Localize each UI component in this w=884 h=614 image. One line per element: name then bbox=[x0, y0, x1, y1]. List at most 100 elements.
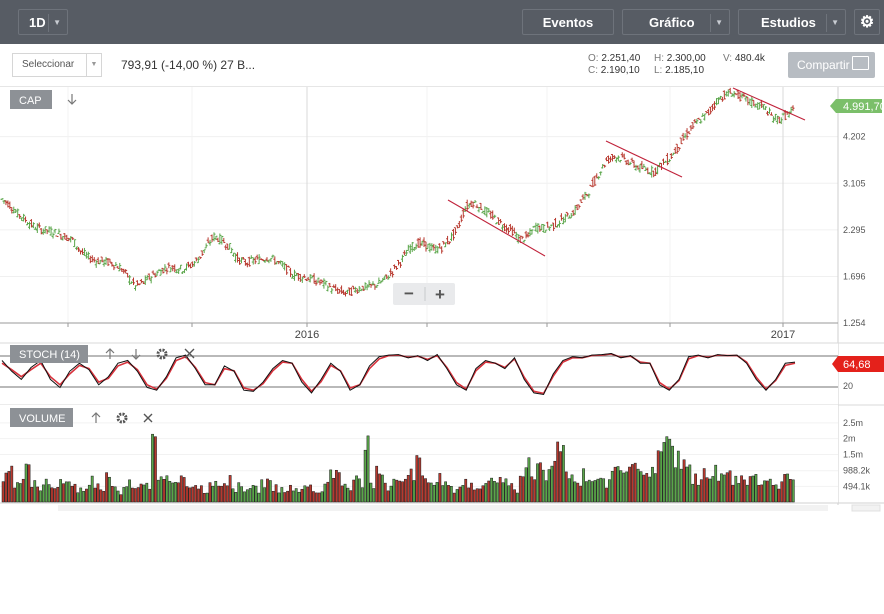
volume-bar bbox=[240, 486, 243, 503]
volume-panel-label: VOLUME bbox=[19, 413, 65, 425]
trendline[interactable] bbox=[605, 140, 683, 178]
volume-bar bbox=[343, 483, 347, 503]
volume-bar bbox=[665, 436, 669, 503]
scroll-handle[interactable] bbox=[851, 504, 881, 512]
volume-bar bbox=[119, 494, 123, 503]
close-icon[interactable] bbox=[143, 413, 153, 423]
volume-bar bbox=[142, 484, 146, 503]
volume-bar bbox=[297, 491, 301, 503]
volume-bar bbox=[521, 476, 525, 503]
volume-bar bbox=[197, 488, 200, 503]
period-dropdown[interactable]: 1D ▼ bbox=[18, 9, 68, 35]
volume-bar bbox=[340, 485, 344, 503]
volume-bar bbox=[593, 480, 597, 503]
arrow-up-icon[interactable] bbox=[91, 412, 101, 423]
volume-bar bbox=[429, 482, 433, 503]
time-axis-ticks: 2016 2017 bbox=[67, 323, 795, 341]
ohlc-open: O: 2.251,40 bbox=[588, 53, 641, 64]
volume-bar bbox=[725, 472, 729, 503]
volume-bar bbox=[530, 476, 534, 503]
volume-bar bbox=[705, 477, 709, 503]
volume-bar bbox=[59, 479, 62, 503]
volume-bar bbox=[562, 445, 565, 503]
gear-icon[interactable] bbox=[116, 412, 128, 424]
volume-bar bbox=[372, 488, 376, 503]
volume-bar bbox=[576, 482, 580, 503]
volume-bar bbox=[133, 488, 137, 503]
volume-bar bbox=[682, 459, 686, 503]
settings-button[interactable]: ⚙ bbox=[854, 9, 880, 35]
volume-bar bbox=[27, 464, 31, 503]
volume-tick-label: 2.5m bbox=[843, 418, 863, 428]
volume-bar bbox=[455, 489, 459, 503]
volume-bar bbox=[780, 481, 784, 503]
volume-bar bbox=[760, 484, 764, 503]
volume-bar bbox=[478, 488, 482, 503]
volume-series bbox=[1, 433, 795, 503]
volume-bar bbox=[564, 471, 568, 503]
volume-bar bbox=[131, 487, 134, 503]
volume-bar bbox=[573, 481, 577, 503]
ohlc-close: C: 2.190,10 bbox=[588, 65, 640, 76]
volume-bar bbox=[363, 449, 367, 503]
volume-bar bbox=[33, 480, 37, 503]
volume-bar bbox=[337, 472, 341, 503]
volume-bar bbox=[714, 464, 718, 503]
dropdown-separator bbox=[48, 14, 49, 32]
arrow-down-icon[interactable] bbox=[67, 94, 77, 105]
price-tick-label: 2.295 bbox=[843, 225, 866, 235]
studies-label: Estudios bbox=[761, 15, 816, 30]
volume-bar bbox=[766, 480, 769, 503]
volume-bar bbox=[90, 475, 94, 503]
volume-bar bbox=[582, 468, 585, 503]
volume-bar bbox=[642, 474, 646, 503]
close-icon[interactable] bbox=[184, 348, 195, 359]
volume-bar bbox=[533, 479, 537, 503]
volume-bar bbox=[441, 485, 445, 503]
volume-axis-ticks: 2.5m 2m 1.5m 988.2k 494.1k bbox=[843, 418, 871, 492]
volume-bar bbox=[791, 479, 795, 503]
volume-bar bbox=[312, 491, 315, 503]
volume-bar bbox=[214, 480, 218, 503]
volume-bar bbox=[291, 490, 295, 503]
volume-bar bbox=[415, 455, 419, 503]
volume-bar bbox=[335, 469, 338, 503]
share-button[interactable]: Compartir bbox=[788, 52, 875, 78]
volume-bar bbox=[708, 478, 712, 503]
studies-dropdown[interactable]: Estudios ▼ bbox=[738, 9, 846, 35]
volume-bar bbox=[539, 462, 542, 503]
arrow-down-icon[interactable] bbox=[131, 349, 141, 360]
volume-bar bbox=[389, 485, 393, 503]
gear-icon[interactable] bbox=[156, 348, 168, 360]
zoom-out-button[interactable]: − bbox=[404, 284, 414, 303]
events-button[interactable]: Eventos bbox=[522, 9, 614, 35]
volume-bar bbox=[659, 451, 663, 503]
volume-bar bbox=[286, 490, 289, 503]
volume-bar bbox=[783, 474, 787, 503]
volume-bar bbox=[191, 486, 195, 503]
arrow-up-icon[interactable] bbox=[105, 348, 115, 359]
trendline[interactable] bbox=[732, 87, 806, 121]
ohlc-high: H: 2.300,00 bbox=[654, 53, 706, 64]
volume-bar bbox=[18, 483, 22, 503]
volume-bar bbox=[656, 450, 660, 503]
time-scrollbar[interactable] bbox=[58, 505, 828, 511]
volume-bar bbox=[406, 475, 410, 503]
chart-type-dropdown[interactable]: Gráfico ▼ bbox=[622, 9, 730, 35]
volume-bar bbox=[668, 438, 672, 503]
volume-bar bbox=[225, 485, 229, 503]
volume-bar bbox=[102, 491, 106, 503]
zoom-in-button[interactable]: + bbox=[435, 285, 445, 304]
volume-bar bbox=[671, 445, 674, 503]
volume-bar bbox=[326, 481, 330, 503]
volume-bar bbox=[774, 484, 778, 503]
time-tick-label: 2017 bbox=[771, 329, 795, 341]
volume-bar bbox=[786, 473, 789, 503]
symbol-select[interactable]: Seleccionar ▼ bbox=[12, 53, 102, 77]
volume-bar bbox=[464, 478, 468, 503]
trendline[interactable] bbox=[447, 199, 546, 257]
price-tick-label: 3.105 bbox=[843, 178, 866, 188]
volume-bar bbox=[73, 483, 77, 503]
volume-bar bbox=[403, 478, 407, 503]
time-tick-label: 2016 bbox=[295, 329, 319, 341]
